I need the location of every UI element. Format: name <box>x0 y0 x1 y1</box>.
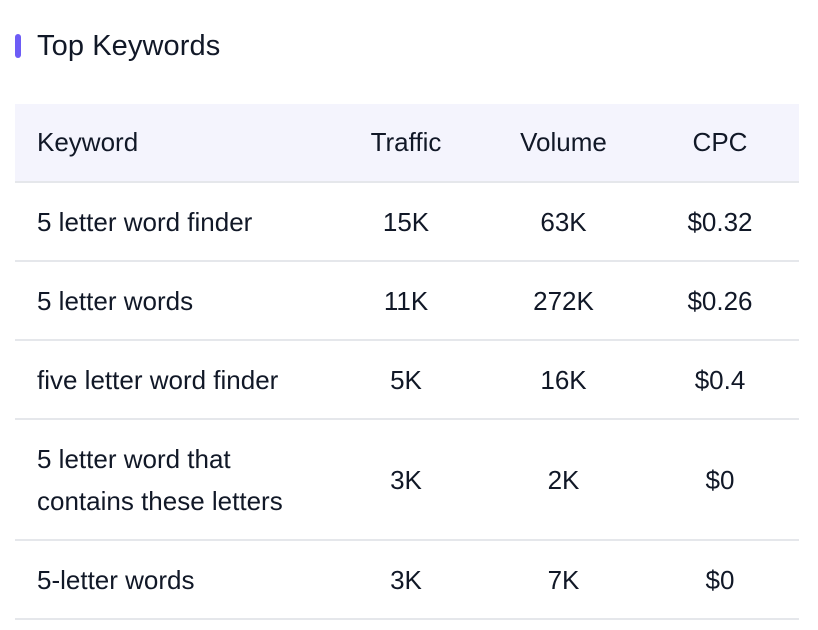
keyword-cell: 5 letter word that contains these letter… <box>15 419 326 541</box>
table-row: 5 letter words 11K 272K $0.26 <box>15 261 799 341</box>
cpc-cell: $0.4 <box>641 340 799 420</box>
traffic-cell: 3K <box>326 419 486 541</box>
keyword-cell: 5 letter words <box>15 261 326 341</box>
table-row: 5 letter word that contains these letter… <box>15 419 799 541</box>
traffic-cell: 3K <box>326 540 486 620</box>
column-header-cpc: CPC <box>641 104 799 183</box>
volume-cell: 7K <box>486 540 641 620</box>
accent-bar <box>15 34 21 58</box>
table-row: 5-letter words 3K 7K $0 <box>15 540 799 620</box>
volume-cell: 2K <box>486 419 641 541</box>
keyword-cell: five letter word finder <box>15 340 326 420</box>
column-header-keyword: Keyword <box>15 104 326 183</box>
keywords-table: Keyword Traffic Volume CPC 5 letter word… <box>15 104 799 620</box>
traffic-cell: 11K <box>326 261 486 341</box>
table-header-row: Keyword Traffic Volume CPC <box>15 104 799 183</box>
cpc-cell: $0.26 <box>641 261 799 341</box>
cpc-cell: $0 <box>641 419 799 541</box>
traffic-cell: 5K <box>326 340 486 420</box>
section-heading: Top Keywords <box>15 26 220 66</box>
column-header-volume: Volume <box>486 104 641 183</box>
keyword-cell: 5-letter words <box>15 540 326 620</box>
column-header-traffic: Traffic <box>326 104 486 183</box>
table-row: 5 letter word finder 15K 63K $0.32 <box>15 182 799 262</box>
volume-cell: 16K <box>486 340 641 420</box>
volume-cell: 272K <box>486 261 641 341</box>
traffic-cell: 15K <box>326 182 486 262</box>
keyword-cell: 5 letter word finder <box>15 182 326 262</box>
table-row: five letter word finder 5K 16K $0.4 <box>15 340 799 420</box>
cpc-cell: $0.32 <box>641 182 799 262</box>
section-title: Top Keywords <box>37 29 221 62</box>
cpc-cell: $0 <box>641 540 799 620</box>
volume-cell: 63K <box>486 182 641 262</box>
